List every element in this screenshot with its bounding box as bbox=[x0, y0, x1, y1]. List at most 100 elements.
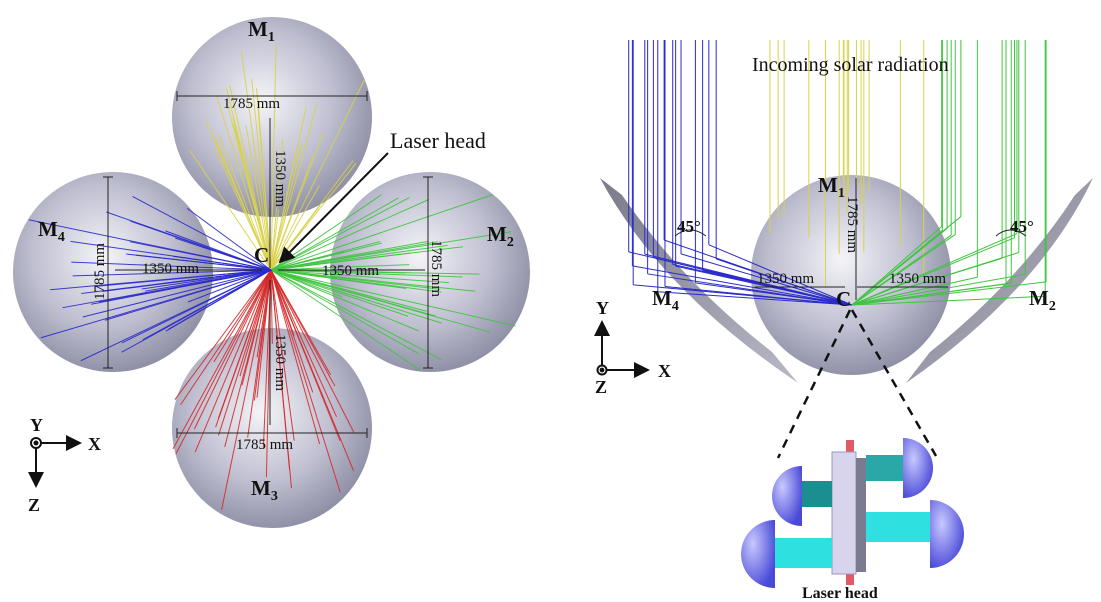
ray-m4 bbox=[95, 269, 272, 287]
ray-m4 bbox=[126, 253, 272, 271]
right-dim-m1-diameter: 1785 mm bbox=[844, 196, 860, 253]
ray-m1 bbox=[270, 79, 365, 271]
ray-m3 bbox=[180, 269, 272, 405]
incident-ray-blue-reflected bbox=[663, 239, 853, 306]
ray-m2 bbox=[270, 269, 441, 290]
incident-ray-blue-reflected bbox=[657, 291, 853, 306]
ray-m4 bbox=[174, 237, 272, 271]
laser-head-callout: Laser head bbox=[390, 128, 486, 153]
ray-m1 bbox=[270, 209, 280, 271]
ray-m3 bbox=[270, 269, 293, 489]
ray-m4 bbox=[165, 269, 272, 332]
label-m4: M4 bbox=[38, 217, 65, 245]
dim-m2-diameter: 1785 mm bbox=[428, 240, 444, 297]
left-axes-triad bbox=[28, 435, 82, 488]
ray-m3 bbox=[218, 269, 272, 436]
mirror-m1-disc bbox=[172, 17, 372, 217]
ray-m3 bbox=[270, 269, 331, 375]
right-axes-triad bbox=[594, 320, 650, 378]
incident-ray-green-reflected bbox=[851, 281, 1047, 306]
right-axis-y: Y bbox=[596, 298, 609, 318]
incident-ray-green-reflected bbox=[851, 237, 1015, 306]
right-dim-m2-distance: 1350 mm bbox=[889, 271, 946, 287]
label-m2: M2 bbox=[487, 222, 514, 250]
ray-m3 bbox=[256, 269, 272, 398]
mirror-m4-shell bbox=[600, 178, 798, 383]
dim-m1-diameter: 1785 mm bbox=[223, 96, 280, 112]
angle-left: 45° bbox=[677, 217, 701, 236]
incident-ray-blue-reflected bbox=[680, 253, 853, 306]
ray-m4 bbox=[187, 269, 272, 303]
ray-m4 bbox=[82, 269, 272, 318]
ray-m4 bbox=[121, 269, 272, 344]
mirror-m3-disc bbox=[172, 328, 372, 528]
label-m3: M3 bbox=[251, 476, 278, 504]
right-label-m1: M1 bbox=[818, 173, 845, 201]
right-dim-m4-distance: 1350 mm bbox=[757, 271, 814, 287]
ray-m3 bbox=[270, 269, 273, 344]
ray-m2 bbox=[270, 269, 420, 371]
dim-m4-diameter: 1785 mm bbox=[92, 243, 108, 300]
incident-ray-blue-reflected bbox=[695, 282, 853, 306]
ray-m2 bbox=[270, 269, 420, 332]
left-center-label: C bbox=[254, 243, 269, 267]
incident-ray-green-reflected bbox=[851, 276, 978, 306]
ray-m3 bbox=[215, 269, 272, 428]
ray-m2 bbox=[270, 269, 442, 360]
ray-m1 bbox=[245, 125, 272, 271]
left-ray-bundles bbox=[28, 43, 516, 511]
ray-m1 bbox=[270, 145, 298, 271]
incident-ray-green-reflected bbox=[851, 226, 943, 306]
ray-m3 bbox=[270, 269, 355, 433]
ray-m1 bbox=[218, 133, 272, 271]
ray-m1 bbox=[229, 84, 272, 271]
ray-m4 bbox=[98, 269, 272, 303]
ray-m4 bbox=[71, 261, 272, 271]
ray-m3 bbox=[175, 269, 272, 454]
left-axis-y: Y bbox=[30, 415, 43, 435]
ray-m3 bbox=[270, 269, 341, 441]
ray-m3 bbox=[221, 269, 272, 511]
ray-m1 bbox=[270, 138, 284, 271]
ray-m2 bbox=[270, 194, 493, 271]
ray-m3 bbox=[193, 269, 272, 430]
ray-m1 bbox=[215, 94, 272, 271]
incident-ray-green-reflected bbox=[851, 228, 948, 306]
ray-m3 bbox=[270, 269, 341, 493]
ray-m2 bbox=[270, 269, 516, 327]
laser-head-inset bbox=[741, 438, 964, 588]
ray-m4 bbox=[186, 207, 272, 271]
ray-m2 bbox=[270, 269, 420, 355]
mirror-m1-disc-front bbox=[751, 175, 951, 375]
left-axis-z: Z bbox=[28, 495, 40, 515]
incident-ray-blue-reflected bbox=[708, 244, 853, 306]
left-dimension-lines bbox=[103, 91, 433, 438]
ray-m2 bbox=[270, 244, 448, 271]
ray-m4 bbox=[72, 269, 272, 277]
ray-m3 bbox=[239, 269, 272, 377]
incident-ray-green-reflected bbox=[851, 295, 1046, 306]
mirror-m2-shell bbox=[906, 178, 1093, 383]
ray-m4 bbox=[132, 195, 272, 271]
incident-ray-blue-reflected bbox=[632, 265, 853, 306]
dim-m4-distance: 1350 mm bbox=[142, 261, 199, 277]
ray-m1 bbox=[215, 139, 272, 271]
ray-m1 bbox=[251, 79, 272, 271]
ray-m1 bbox=[270, 103, 318, 271]
label-m1: M1 bbox=[248, 17, 275, 45]
ray-m1 bbox=[214, 148, 272, 271]
incident-ray-green-reflected bbox=[851, 257, 1003, 306]
dim-m3-diameter: 1785 mm bbox=[236, 437, 293, 453]
incident-ray-green-reflected bbox=[851, 234, 952, 306]
ray-m3 bbox=[174, 269, 272, 401]
dim-m2-distance: 1350 mm bbox=[322, 263, 379, 279]
ray-m3 bbox=[241, 269, 272, 386]
ray-m3 bbox=[194, 269, 272, 453]
incoming-radiation-title: Incoming solar radiation bbox=[752, 54, 949, 76]
ray-m2 bbox=[270, 199, 430, 271]
dim-m3-distance: 1350 mm bbox=[272, 334, 288, 391]
right-center-label: C bbox=[836, 287, 851, 311]
ray-m4 bbox=[104, 269, 272, 321]
incident-ray-green-reflected bbox=[851, 273, 1026, 306]
